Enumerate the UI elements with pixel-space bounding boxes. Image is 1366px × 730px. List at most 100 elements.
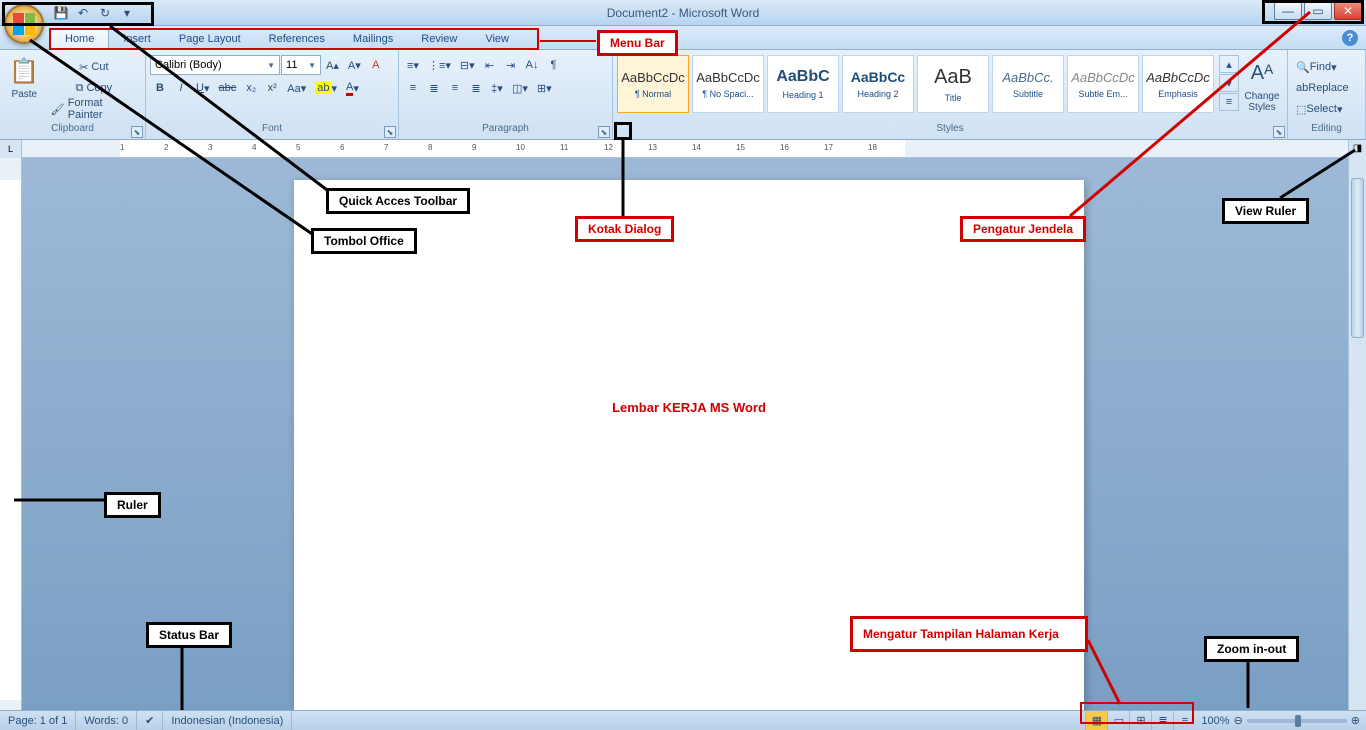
grow-font-button[interactable]: A▴ — [322, 55, 343, 75]
print-layout-view-button[interactable]: ▦ — [1085, 711, 1107, 730]
find-button[interactable]: 🔍 Find ▾ — [1292, 57, 1341, 77]
paste-icon: 📋 — [8, 55, 40, 87]
ribbon-tabs: Home Insert Page Layout References Maili… — [0, 26, 1366, 50]
copy-button[interactable]: ⧉ Copy — [47, 78, 141, 98]
bold-button[interactable]: B — [150, 78, 170, 98]
highlight-button[interactable]: ab▾ — [311, 78, 341, 98]
justify-button[interactable]: ≣ — [466, 78, 486, 98]
close-button[interactable]: ✕ — [1334, 2, 1362, 20]
subscript-button[interactable]: x₂ — [241, 78, 261, 98]
zoom-level[interactable]: 100% — [1201, 715, 1229, 727]
tab-selector[interactable]: L — [0, 140, 22, 158]
zoom-slider[interactable] — [1247, 719, 1347, 723]
format-painter-button[interactable]: 🖌 Format Painter — [47, 99, 141, 119]
numbering-button[interactable]: ⋮≡▾ — [424, 55, 455, 75]
callout-window: Pengatur Jendela — [960, 216, 1086, 242]
superscript-button[interactable]: x² — [262, 78, 282, 98]
cut-button[interactable]: ✂ Cut — [47, 57, 141, 77]
web-layout-view-button[interactable]: ⊞ — [1129, 711, 1151, 730]
brush-icon: 🖌 — [51, 103, 65, 116]
align-right-button[interactable]: ≡ — [445, 78, 465, 98]
italic-button[interactable]: I — [171, 78, 191, 98]
replace-button[interactable]: ab Replace — [1292, 78, 1353, 98]
strike-button[interactable]: abc — [215, 78, 241, 98]
help-button[interactable]: ? — [1342, 30, 1358, 46]
maximize-button[interactable]: ▭ — [1304, 2, 1332, 20]
style-item[interactable]: AaBbCc.Subtitle — [992, 55, 1064, 113]
title-bar: 💾 ↶ ↻ ▾ Document2 - Microsoft Word — ▭ ✕ — [0, 0, 1366, 26]
style-item[interactable]: AaBbCcHeading 2 — [842, 55, 914, 113]
proofing-icon[interactable]: ✔ — [137, 711, 163, 730]
shading-button[interactable]: ◫▾ — [508, 78, 532, 98]
group-clipboard: 📋 Paste ✂ Cut ⧉ Copy 🖌 Format Painter Cl… — [0, 50, 146, 139]
save-icon[interactable]: 💾 — [52, 4, 70, 22]
align-left-button[interactable]: ≡ — [403, 78, 423, 98]
clear-format-button[interactable]: A — [366, 55, 386, 75]
style-item[interactable]: AaBbCcDc¶ No Spaci... — [692, 55, 764, 113]
vertical-scrollbar[interactable] — [1348, 158, 1366, 710]
tab-home[interactable]: Home — [50, 28, 109, 49]
borders-button[interactable]: ⊞▾ — [533, 78, 556, 98]
change-case-button[interactable]: Aa▾ — [283, 78, 310, 98]
ribbon: 📋 Paste ✂ Cut ⧉ Copy 🖌 Format Painter Cl… — [0, 50, 1366, 140]
paste-label: Paste — [12, 89, 38, 100]
tab-references[interactable]: References — [255, 29, 339, 49]
redo-icon[interactable]: ↻ — [96, 4, 114, 22]
styles-down-button[interactable]: ▾ — [1219, 74, 1239, 92]
select-button[interactable]: ⬚ Select ▾ — [1292, 99, 1347, 119]
clipboard-dialog-launcher[interactable]: ⬊ — [131, 126, 143, 138]
increase-indent-button[interactable]: ⇥ — [501, 55, 521, 75]
paragraph-dialog-launcher[interactable]: ⬊ — [598, 126, 610, 138]
styles-more-button[interactable]: ≡ — [1219, 93, 1239, 111]
bullets-button[interactable]: ≡▾ — [403, 55, 423, 75]
callout-dialog: Kotak Dialog — [575, 216, 674, 242]
language-status[interactable]: Indonesian (Indonesia) — [163, 711, 292, 730]
style-item[interactable]: AaBbCcDc¶ Normal — [617, 55, 689, 113]
callout-ruler: Ruler — [104, 492, 161, 518]
qat-dropdown-icon[interactable]: ▾ — [118, 4, 136, 22]
page-status[interactable]: Page: 1 of 1 — [0, 711, 76, 730]
vertical-ruler[interactable] — [0, 158, 22, 710]
line-spacing-button[interactable]: ‡▾ — [487, 78, 507, 98]
office-button[interactable] — [4, 4, 44, 44]
sort-button[interactable]: A↓ — [522, 55, 543, 75]
tab-page-layout[interactable]: Page Layout — [165, 29, 255, 49]
multilevel-button[interactable]: ⊟▾ — [456, 55, 479, 75]
style-item[interactable]: AaBbCcDcSubtle Em... — [1067, 55, 1139, 113]
font-size-select[interactable]: 11▼ — [281, 55, 321, 75]
decrease-indent-button[interactable]: ⇤ — [480, 55, 500, 75]
undo-icon[interactable]: ↶ — [74, 4, 92, 22]
tab-review[interactable]: Review — [407, 29, 471, 49]
style-item[interactable]: AaBbCHeading 1 — [767, 55, 839, 113]
draft-view-button[interactable]: ≡ — [1173, 711, 1195, 730]
tab-view[interactable]: View — [471, 29, 523, 49]
outline-view-button[interactable]: ≣ — [1151, 711, 1173, 730]
word-count[interactable]: Words: 0 — [76, 711, 137, 730]
clipboard-group-label: Clipboard — [4, 123, 141, 139]
zoom-out-button[interactable]: ⊖ — [1234, 714, 1243, 727]
fp-label: Format Painter — [68, 97, 137, 121]
ruler-track[interactable]: 123456789101112131415161718 — [22, 140, 1348, 157]
tab-insert[interactable]: Insert — [109, 29, 165, 49]
minimize-button[interactable]: — — [1274, 2, 1302, 20]
styles-up-button[interactable]: ▴ — [1219, 55, 1239, 73]
tab-mailings[interactable]: Mailings — [339, 29, 407, 49]
scroll-thumb[interactable] — [1351, 178, 1364, 338]
select-label: Select — [1306, 103, 1337, 115]
font-name-select[interactable]: Calibri (Body)▼ — [150, 55, 280, 75]
zoom-in-button[interactable]: ⊕ — [1351, 714, 1360, 727]
shrink-font-button[interactable]: A▾ — [344, 55, 365, 75]
style-item[interactable]: AaBbCcDcEmphasis — [1142, 55, 1214, 113]
zoom-controls: 100% ⊖ ⊕ — [1195, 714, 1366, 727]
change-styles-button[interactable]: AᴬChange Styles — [1241, 55, 1283, 115]
styles-dialog-launcher[interactable]: ⬊ — [1273, 126, 1285, 138]
show-marks-button[interactable]: ¶ — [544, 55, 564, 75]
style-item[interactable]: AaBTitle — [917, 55, 989, 113]
align-center-button[interactable]: ≣ — [424, 78, 444, 98]
font-dialog-launcher[interactable]: ⬊ — [384, 126, 396, 138]
font-color-button[interactable]: A▾ — [342, 78, 363, 98]
paste-button[interactable]: 📋 Paste — [4, 53, 45, 102]
underline-button[interactable]: U▾ — [192, 78, 213, 98]
full-screen-view-button[interactable]: ▭ — [1107, 711, 1129, 730]
view-ruler-button[interactable]: ◨ — [1348, 140, 1366, 158]
